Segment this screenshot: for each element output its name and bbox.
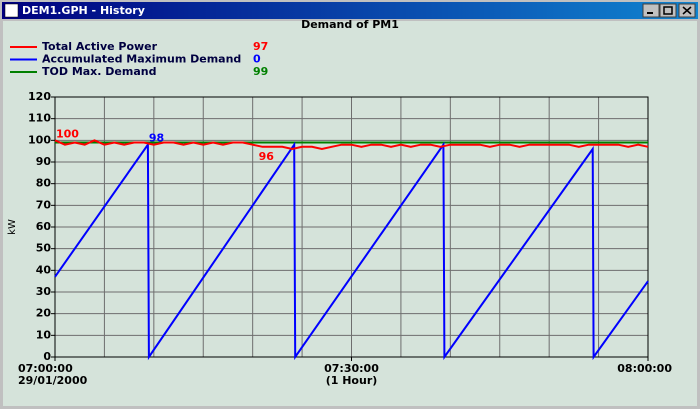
series-line — [54, 141, 649, 361]
y-axis-label: kW — [7, 219, 18, 235]
y-tick-label: 10 — [36, 328, 52, 341]
legend-label: Accumulated Maximum Demand — [42, 53, 241, 66]
data-label: 100 — [56, 127, 79, 140]
chart-panel — [3, 21, 697, 406]
y-tick-label: 0 — [43, 350, 51, 363]
data-label: 98 — [149, 132, 164, 145]
data-label: 96 — [259, 150, 275, 163]
legend-value: 0 — [253, 53, 261, 66]
title-bar — [2, 2, 698, 19]
plot: 0 10 20 30 40 50 60 70 80 90 100 110 120 07:00:0029/0… — [10, 40, 672, 387]
x-tick-label: 07:00:00 — [18, 362, 73, 375]
y-tick-label: 120 — [28, 90, 51, 103]
y-tick-label: 50 — [36, 242, 52, 255]
x-date-label: 29/01/2000 — [18, 374, 88, 387]
window-title: DEM1.GPH - History — [22, 4, 145, 17]
x-span-label: (1 Hour) — [326, 374, 378, 387]
x-tick-label: 07:30:00 — [324, 362, 379, 375]
close-button[interactable] — [678, 3, 696, 18]
y-tick-label: 70 — [36, 198, 52, 211]
maximize-button[interactable] — [659, 3, 677, 18]
legend-value: 99 — [253, 65, 268, 78]
y-tick-label: 40 — [36, 263, 52, 276]
y-tick-label: 110 — [28, 112, 51, 125]
y-tick-label: 100 — [28, 133, 51, 146]
chart-title: Demand of PM1 — [301, 18, 399, 31]
legend-label: TOD Max. Demand — [42, 65, 156, 78]
y-tick-label: 80 — [36, 177, 52, 190]
y-tick-label: 30 — [36, 285, 52, 298]
y-tick-label: 60 — [36, 220, 52, 233]
y-tick-label: 20 — [36, 307, 52, 320]
y-tick-label: 90 — [36, 155, 52, 168]
legend-value: 97 — [253, 40, 268, 53]
series-line — [54, 139, 649, 151]
minimize-button[interactable] — [642, 3, 660, 18]
app-icon — [4, 3, 19, 18]
x-tick-label: 08:00:00 — [617, 362, 672, 375]
legend-label: Total Active Power — [42, 40, 158, 53]
